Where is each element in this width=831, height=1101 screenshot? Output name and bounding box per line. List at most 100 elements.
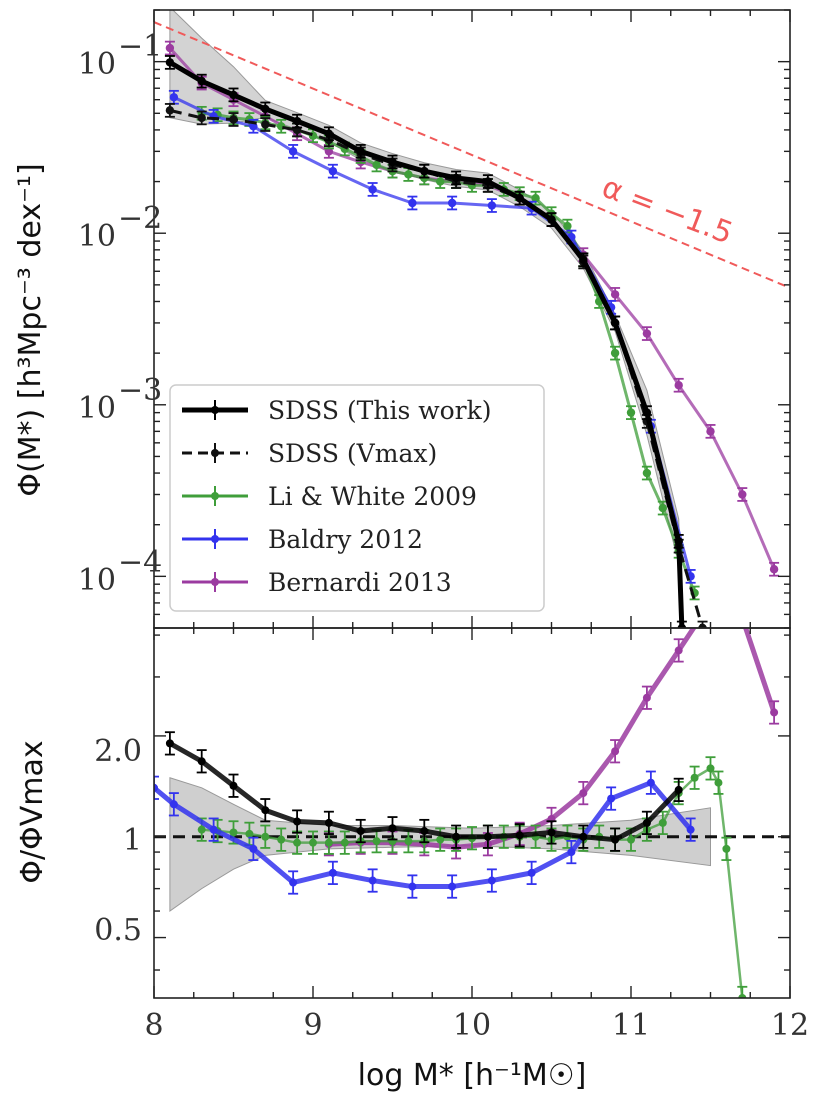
top-series-group <box>164 40 780 628</box>
ratio-point-sdss-this-work <box>388 824 397 833</box>
ratio-point-sdss-this-work <box>642 818 651 827</box>
ratio-point-bernardi-2013 <box>611 747 620 756</box>
legend-box <box>169 384 545 612</box>
legend-label-li-white: Li & White 2009 <box>268 482 477 511</box>
point-sdss-this-work <box>420 166 429 176</box>
top-ticks <box>153 9 791 629</box>
ratio-point-sdss-this-work <box>324 818 333 827</box>
ratio-point-baldry-2012 <box>209 825 218 834</box>
ytick-exp-4: −4 <box>118 545 162 580</box>
point-li-white-2009 <box>626 408 636 417</box>
point-li-white-2009 <box>563 221 572 231</box>
ratio-point-sdss-this-work <box>356 827 365 836</box>
legend-marker-li-white <box>211 492 219 500</box>
legend-entry-bernardi: Bernardi 2013 <box>182 568 452 597</box>
ratio-point-sdss-this-work <box>483 832 492 841</box>
ytick-label-1: 10 −1 <box>78 29 162 82</box>
ratio-point-baldry-2012 <box>289 878 298 887</box>
ratio-point-sdss-this-work <box>165 739 174 748</box>
point-baldry-2012 <box>169 93 179 102</box>
ratio-point-sdss-this-work <box>197 757 206 766</box>
ratio-ytick-label-05: 0.5 <box>94 913 142 948</box>
ratio-point-baldry-2012 <box>154 783 158 792</box>
point-bernardi-2013 <box>610 290 620 299</box>
ratio-point-sdss-this-work <box>293 817 302 826</box>
xtick-label-9: 9 <box>303 1008 322 1043</box>
point-baldry-2012 <box>368 185 377 194</box>
bottom-series-group <box>154 628 780 998</box>
point-li-white-2009 <box>658 503 667 513</box>
ratio-point-li-white-2009 <box>277 835 286 844</box>
point-bernardi-2013 <box>769 565 779 574</box>
ratio-series-baldry-2012 <box>154 770 696 899</box>
ratio-point-li-white-2009 <box>738 994 747 998</box>
ratio-point-sdss-this-work <box>674 785 683 794</box>
legend-label-this-work: SDSS (This work) <box>268 396 492 425</box>
ytick-label-3: 10 −3 <box>78 373 162 426</box>
ratio-point-sdss-this-work <box>579 832 588 841</box>
legend-label-baldry: Baldry 2012 <box>268 525 423 554</box>
ratio-point-sdss-this-work <box>420 827 429 836</box>
ratio-point-baldry-2012 <box>249 844 258 853</box>
point-sdss-this-work <box>388 157 397 167</box>
point-sdss-this-work <box>261 104 270 114</box>
point-sdss-this-work <box>515 193 524 203</box>
point-li-white-2009 <box>404 170 413 179</box>
ratio-ytick-label-2: 2.0 <box>94 734 142 769</box>
ratio-point-bernardi-2013 <box>642 693 651 702</box>
point-sdss-vmax <box>261 120 270 129</box>
point-sdss-this-work <box>197 76 206 86</box>
point-sdss-this-work <box>292 116 302 126</box>
series-line-sdss-this-work <box>168 60 685 628</box>
ratio-point-bernardi-2013 <box>579 789 588 798</box>
point-sdss-this-work <box>674 537 683 546</box>
ratio-series-sdss-this-work <box>164 731 684 852</box>
series-baldry-2012 <box>168 89 696 584</box>
ratio-point-sdss-this-work <box>611 835 620 844</box>
ratio-point-baldry-2012 <box>527 868 536 877</box>
point-baldry-2012 <box>408 198 417 208</box>
ratio-point-li-white-2009 <box>261 832 270 841</box>
xtick-label-12: 12 <box>771 1008 809 1043</box>
ratio-point-baldry-2012 <box>487 876 496 885</box>
point-li-white-2009 <box>436 177 445 186</box>
ratio-point-baldry-2012 <box>646 778 655 787</box>
ratio-point-sdss-this-work <box>547 828 556 837</box>
ratio-point-baldry-2012 <box>686 825 695 834</box>
ratio-point-sdss-this-work <box>515 831 524 840</box>
ratio-point-li-white-2009 <box>722 844 731 853</box>
point-sdss-vmax <box>229 115 238 124</box>
ratio-point-li-white-2009 <box>404 837 413 846</box>
point-sdss-this-work <box>356 147 365 156</box>
ratio-point-li-white-2009 <box>245 829 254 838</box>
point-sdss-vmax <box>698 623 707 628</box>
ratio-point-baldry-2012 <box>567 848 576 857</box>
bottom-ticks <box>153 628 791 998</box>
point-sdss-vmax <box>197 113 206 123</box>
bottom-panel: 2.0 1 0.5 Φ/ΦVmax 8 9 10 11 12 log M* [h… <box>15 627 809 1093</box>
point-bernardi-2013 <box>706 427 715 436</box>
point-li-white-2009 <box>642 468 652 478</box>
ytick-label-2: 10 −2 <box>78 201 162 254</box>
legend-entry-baldry: Baldry 2012 <box>182 525 423 554</box>
ratio-point-li-white-2009 <box>627 835 635 844</box>
point-sdss-vmax <box>165 106 175 115</box>
point-baldry-2012 <box>328 166 338 176</box>
ratio-point-li-white-2009 <box>714 778 723 787</box>
ratio-point-li-white-2009 <box>372 837 381 846</box>
point-sdss-this-work <box>483 177 493 186</box>
ratio-point-li-white-2009 <box>309 838 317 847</box>
point-sdss-this-work <box>547 215 556 224</box>
legend-entry-this-work: SDSS (This work) <box>182 396 492 425</box>
ratio-point-sdss-this-work <box>261 806 270 815</box>
xlabel: log M* [h⁻¹M☉] <box>358 1058 587 1093</box>
ytick-base-3: 10 <box>78 391 116 426</box>
point-bernardi-2013 <box>165 43 175 53</box>
point-sdss-this-work <box>451 173 461 183</box>
ratio-point-sdss-this-work <box>229 781 238 790</box>
point-li-white-2009 <box>610 348 620 358</box>
xtick-label-8: 8 <box>144 1008 163 1043</box>
ratio-point-baldry-2012 <box>448 882 457 891</box>
ratio-point-li-white-2009 <box>324 838 333 847</box>
xtick-label-10: 10 <box>453 1008 491 1043</box>
